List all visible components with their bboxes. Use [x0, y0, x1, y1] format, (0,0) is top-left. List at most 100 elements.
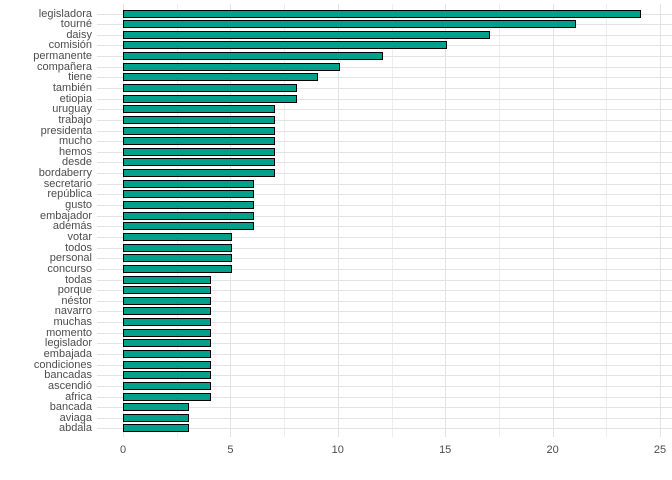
x-major-gridline — [230, 4, 232, 437]
y-major-gridline — [97, 417, 672, 419]
y-major-gridline — [97, 343, 672, 345]
bar — [123, 158, 276, 167]
bar — [123, 222, 254, 231]
bar — [123, 296, 211, 305]
y-axis-label: muchas — [53, 316, 92, 329]
y-major-gridline — [97, 141, 672, 143]
bar — [123, 403, 190, 412]
bar — [123, 83, 297, 92]
bar — [123, 307, 211, 316]
y-major-gridline — [97, 173, 672, 175]
y-axis-label: concurso — [47, 262, 92, 275]
y-axis-label: néstor — [61, 294, 92, 307]
y-major-gridline — [97, 151, 672, 153]
y-major-gridline — [97, 279, 672, 281]
x-minor-gridline — [391, 4, 393, 437]
y-major-gridline — [97, 385, 672, 387]
y-axis-label: también — [52, 81, 92, 94]
bar — [123, 147, 276, 156]
y-axis-label: daisy — [66, 28, 92, 41]
y-axis-label: ascendió — [47, 379, 92, 392]
y-major-gridline — [97, 109, 672, 111]
x-axis-tick-label: 10 — [331, 444, 344, 456]
y-axis-label: africa — [65, 390, 92, 403]
x-major-gridline — [552, 4, 554, 437]
bar — [123, 41, 448, 50]
y-major-gridline — [97, 162, 672, 164]
y-major-gridline — [97, 322, 672, 324]
y-major-gridline — [97, 56, 672, 58]
y-axis-label: república — [47, 188, 92, 201]
y-major-gridline — [97, 236, 672, 238]
bar — [123, 137, 276, 146]
y-axis-label: uruguay — [52, 103, 92, 116]
y-major-gridline — [97, 407, 672, 409]
x-major-gridline — [123, 4, 124, 437]
y-axis-label: presidenta — [40, 124, 92, 137]
bar — [123, 94, 297, 103]
bar — [123, 20, 577, 29]
bar — [123, 413, 190, 422]
y-axis-label: todos — [65, 241, 92, 254]
bar — [123, 105, 276, 114]
y-axis-label: embajador — [40, 209, 92, 222]
bar — [123, 349, 211, 358]
y-axis-label: tiene — [68, 71, 92, 84]
y-major-gridline — [97, 258, 672, 260]
bar — [123, 339, 211, 348]
y-axis-label: aviaga — [59, 411, 92, 424]
y-major-gridline — [97, 290, 672, 292]
y-major-gridline — [97, 364, 672, 366]
x-minor-gridline — [498, 4, 500, 437]
y-axis-label: bancadas — [44, 369, 92, 382]
y-major-gridline — [97, 332, 672, 334]
bar — [123, 30, 491, 39]
bar — [123, 232, 233, 241]
x-axis-tick-label: 25 — [653, 444, 667, 456]
y-axis-label: secretario — [43, 177, 92, 190]
bar — [123, 169, 276, 178]
x-major-gridline — [660, 4, 661, 437]
bar — [123, 73, 319, 82]
y-major-gridline — [97, 194, 672, 196]
y-major-gridline — [97, 130, 672, 132]
y-major-gridline — [97, 87, 672, 89]
y-major-gridline — [97, 311, 672, 313]
x-major-gridline — [337, 4, 339, 437]
bar — [123, 9, 641, 18]
y-major-gridline — [97, 375, 672, 377]
y-axis-label: hemos — [58, 145, 92, 158]
x-minor-gridline — [176, 4, 178, 437]
bar — [123, 318, 211, 327]
bar — [123, 424, 190, 433]
y-axis-label: abdala — [58, 422, 92, 435]
y-axis-label: etiopia — [59, 92, 92, 105]
y-axis-label: condiciones — [33, 358, 92, 371]
y-major-gridline — [97, 66, 672, 68]
y-axis-label: trabajo — [58, 113, 92, 126]
bar — [123, 392, 211, 401]
y-axis-label: permanente — [33, 50, 92, 63]
bar — [123, 328, 211, 337]
bar — [123, 62, 340, 71]
y-axis-label: legislador — [44, 337, 92, 350]
y-axis-label: bordaberry — [38, 167, 92, 180]
bar — [123, 254, 233, 263]
bar — [123, 190, 254, 199]
y-axis-label: todas — [65, 273, 92, 286]
bar — [123, 360, 211, 369]
y-major-gridline — [97, 226, 672, 228]
x-axis-tick-label: 15 — [439, 444, 452, 456]
y-major-gridline — [97, 119, 672, 121]
bar — [123, 126, 276, 135]
y-major-gridline — [97, 268, 672, 270]
y-axis-label: porque — [57, 284, 92, 297]
y-axis-label: compañera — [36, 60, 92, 73]
x-major-gridline — [445, 4, 447, 437]
y-major-gridline — [97, 77, 672, 79]
x-axis-tick-label: 20 — [546, 444, 559, 456]
y-axis-label: tourné — [60, 18, 92, 31]
y-axis-label: votar — [67, 230, 92, 243]
x-axis-tick-label: 5 — [227, 444, 234, 456]
